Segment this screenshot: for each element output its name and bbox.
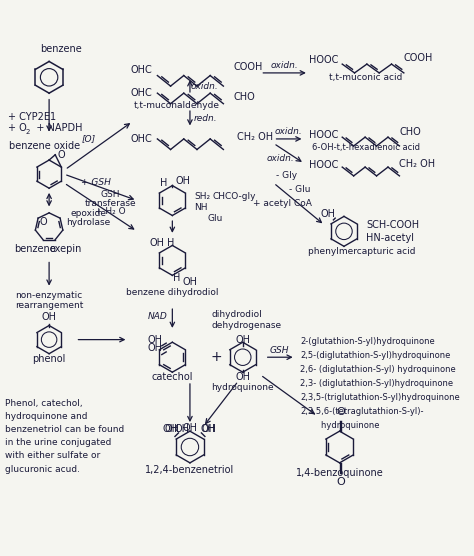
Text: oxidn.: oxidn.: [191, 82, 219, 91]
Text: 1,2,4-benzenetriol: 1,2,4-benzenetriol: [146, 465, 235, 475]
Text: OH: OH: [320, 208, 336, 219]
Text: - Gly: - Gly: [276, 171, 297, 180]
Text: epoxide: epoxide: [71, 209, 107, 219]
Text: 2,3- (diglutathion-S-yl)hydroquinone: 2,3- (diglutathion-S-yl)hydroquinone: [300, 379, 453, 388]
Text: dehydrogenase: dehydrogenase: [212, 321, 282, 330]
Text: hydrolase: hydrolase: [66, 218, 111, 227]
Text: oxidn.: oxidn.: [267, 154, 294, 163]
Text: dihydrodiol: dihydrodiol: [212, 310, 263, 320]
Text: OH: OH: [147, 335, 162, 345]
Text: OHC: OHC: [131, 65, 153, 75]
Text: 2,3,5-(triglutathion-S-yl)hydroquinone: 2,3,5-(triglutathion-S-yl)hydroquinone: [300, 393, 460, 402]
Text: SCH-COOH: SCH-COOH: [366, 220, 419, 230]
Text: O: O: [336, 407, 345, 417]
Text: OHC: OHC: [131, 134, 153, 144]
Text: OH: OH: [175, 176, 191, 186]
Text: OH: OH: [235, 371, 250, 381]
Text: + H₂ O: + H₂ O: [95, 207, 126, 216]
Text: OH: OH: [42, 312, 56, 322]
Text: CHCO-gly: CHCO-gly: [213, 192, 256, 201]
Text: HOOC: HOOC: [309, 130, 338, 140]
Text: COOH: COOH: [404, 53, 433, 63]
Text: benzene: benzene: [40, 44, 82, 54]
Text: catechol: catechol: [152, 371, 193, 381]
Text: HOOC: HOOC: [309, 54, 338, 64]
Text: OH: OH: [182, 423, 198, 433]
Text: OH: OH: [150, 238, 165, 248]
Text: rearrangement: rearrangement: [15, 301, 83, 310]
Text: + GSH: + GSH: [81, 178, 111, 187]
Text: [O]: [O]: [82, 135, 96, 143]
Text: benzene dihydrodiol: benzene dihydrodiol: [126, 289, 219, 297]
Text: hydroquinone: hydroquinone: [300, 421, 380, 430]
Text: NH: NH: [194, 203, 208, 212]
Text: OH: OH: [165, 424, 180, 434]
Text: OH: OH: [200, 424, 215, 434]
Text: Phenol, catechol,
hydroquinone and
benzenetriol can be found
in the urine conjug: Phenol, catechol, hydroquinone and benze…: [5, 399, 124, 474]
Text: HN-acetyl: HN-acetyl: [366, 232, 414, 242]
Text: OH: OH: [235, 335, 250, 345]
Text: 2,3,5,6-(tetraglutathion-S-yl)-: 2,3,5,6-(tetraglutathion-S-yl)-: [300, 408, 423, 416]
Text: OH: OH: [147, 344, 162, 354]
Text: oxidn.: oxidn.: [270, 61, 298, 71]
Text: GSH: GSH: [270, 346, 290, 355]
Text: 6-OH-t,t-hexadienoic acid: 6-OH-t,t-hexadienoic acid: [312, 143, 420, 152]
Text: COOH: COOH: [234, 62, 264, 72]
Text: t,t-muconaldehyde: t,t-muconaldehyde: [134, 101, 220, 110]
Text: CHO: CHO: [400, 127, 421, 137]
Text: - Glu: - Glu: [289, 186, 311, 195]
Text: CH₂ OH: CH₂ OH: [237, 132, 273, 142]
Text: H: H: [160, 178, 167, 188]
Text: 2-(glutathion-S-yl)hydroquinone: 2-(glutathion-S-yl)hydroquinone: [300, 337, 435, 346]
Text: GSH: GSH: [101, 190, 120, 199]
Text: 2,5-(diglutathion-S-yl)hydroquinone: 2,5-(diglutathion-S-yl)hydroquinone: [300, 351, 450, 360]
Text: OH: OH: [175, 424, 190, 434]
Text: redn.: redn.: [194, 114, 218, 123]
Text: CHO: CHO: [234, 92, 255, 102]
Text: O: O: [39, 217, 47, 227]
Text: 2,6- (diglutathion-S-yl) hydroquinone: 2,6- (diglutathion-S-yl) hydroquinone: [300, 365, 456, 374]
Text: phenol: phenol: [32, 354, 66, 364]
Text: +: +: [210, 350, 222, 364]
Text: 1,4-benzoquinone: 1,4-benzoquinone: [296, 468, 383, 478]
Text: benzene oxide: benzene oxide: [9, 141, 81, 151]
Text: oxidn.: oxidn.: [274, 127, 302, 136]
Text: HOOC: HOOC: [309, 160, 338, 170]
Text: + acetyl CoA: + acetyl CoA: [253, 198, 312, 208]
Text: OHC: OHC: [131, 88, 153, 98]
Text: + O: + O: [8, 123, 27, 133]
Text: O: O: [336, 477, 345, 487]
Text: H: H: [167, 238, 174, 248]
Text: hydroquinone: hydroquinone: [211, 383, 274, 391]
Text: + CYP2E1: + CYP2E1: [8, 112, 56, 122]
Text: OH: OH: [162, 424, 177, 434]
Text: non-enzymatic: non-enzymatic: [16, 291, 83, 300]
Text: benzene: benzene: [14, 244, 55, 254]
Text: CH₂ OH: CH₂ OH: [400, 158, 436, 168]
Text: 2: 2: [25, 129, 30, 135]
Text: SH₂: SH₂: [194, 192, 210, 201]
Text: OH: OH: [182, 277, 198, 287]
Text: H: H: [173, 273, 181, 283]
Text: t,t-muconic acid: t,t-muconic acid: [329, 73, 403, 82]
Text: oxepin: oxepin: [49, 244, 82, 254]
Text: O: O: [58, 150, 65, 160]
Text: NAD: NAD: [147, 312, 167, 321]
Text: phenylmercapturic acid: phenylmercapturic acid: [308, 247, 415, 256]
Text: transferase: transferase: [85, 198, 137, 208]
Text: Glu: Glu: [208, 214, 223, 222]
Text: + NAPDH: + NAPDH: [27, 123, 82, 133]
Text: OH: OH: [202, 424, 217, 434]
